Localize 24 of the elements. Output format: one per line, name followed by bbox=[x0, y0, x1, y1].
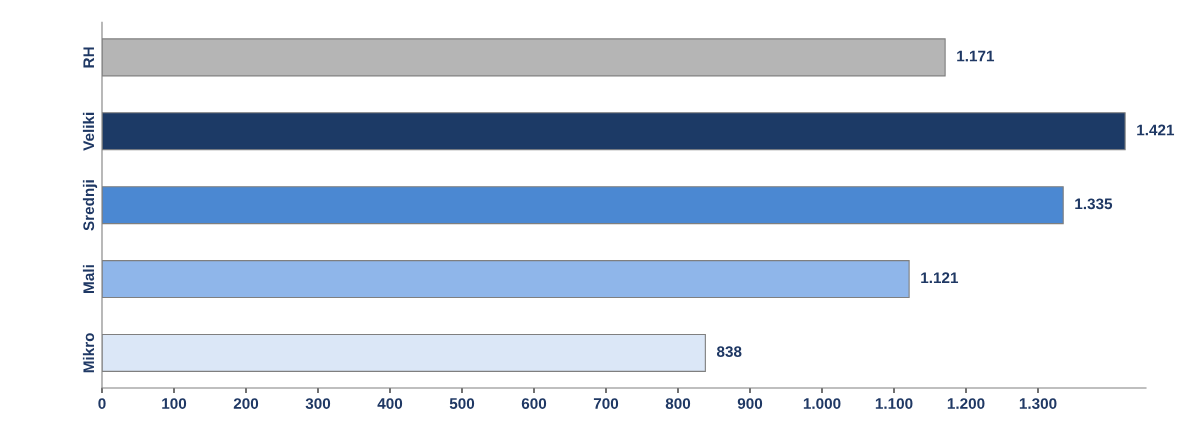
x-tick-label: 1.000 bbox=[803, 398, 841, 409]
data-label: 1.171 bbox=[957, 50, 995, 62]
data-label: 1.421 bbox=[1137, 124, 1175, 136]
x-tick-label: 900 bbox=[737, 398, 763, 409]
x-tick-label: 800 bbox=[665, 398, 691, 409]
y-tick-label: Veliki bbox=[82, 112, 95, 151]
data-label: 1.335 bbox=[1075, 198, 1113, 210]
y-tick-label: Mali bbox=[82, 265, 95, 293]
x-tick-label: 100 bbox=[162, 398, 187, 409]
x-tick-label: 600 bbox=[521, 398, 547, 409]
x-tick-label: 0 bbox=[98, 398, 106, 409]
y-tick-label: Mikro bbox=[82, 333, 95, 373]
data-label: 838 bbox=[716, 346, 742, 358]
x-tick-label: 400 bbox=[377, 398, 403, 409]
x-tick-label: 500 bbox=[449, 398, 475, 409]
x-tick-label: 300 bbox=[305, 398, 331, 409]
x-tick-label: 1.300 bbox=[1019, 398, 1057, 409]
x-tick-label: 200 bbox=[233, 398, 259, 409]
y-tick-label: Srednji bbox=[82, 180, 98, 231]
x-tick-label: 700 bbox=[593, 398, 619, 409]
x-tick-label: 1.200 bbox=[947, 398, 985, 409]
y-tick-label: RH bbox=[83, 47, 94, 68]
x-tick-label: 1.100 bbox=[875, 398, 913, 409]
data-label: 1.121 bbox=[921, 272, 959, 283]
